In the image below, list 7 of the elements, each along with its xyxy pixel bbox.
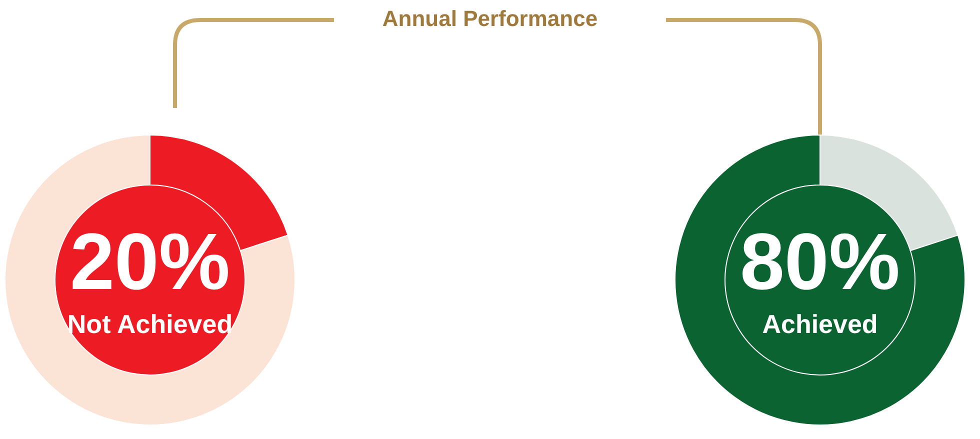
donut-slice: [674, 134, 966, 426]
text: Annual Performance: [381, 6, 599, 32]
data-label: 20%: [70, 217, 230, 306]
data-label: 80%: [740, 217, 900, 306]
donut-slice: [4, 134, 296, 426]
slice-label: Not Achieved: [67, 309, 233, 339]
slice-label: Achieved: [762, 309, 878, 339]
